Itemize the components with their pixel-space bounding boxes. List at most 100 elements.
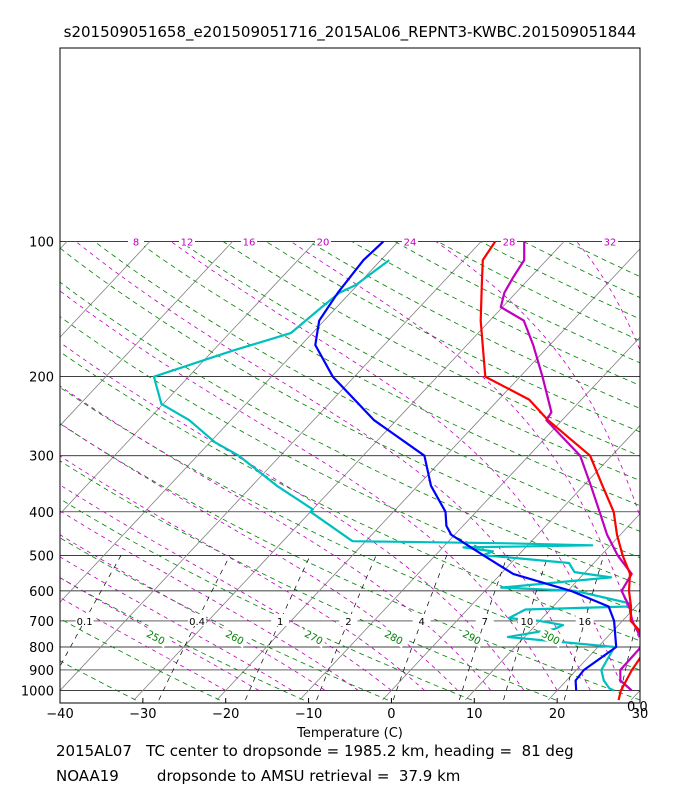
mixing-ratio-label-bg <box>475 613 494 626</box>
mixing-ratio-label: 0.4 <box>189 617 205 628</box>
mixing-ratio-label-bg <box>339 613 358 626</box>
moist-adiabat-line <box>60 597 226 691</box>
pressure-tick-label: 900 <box>29 664 54 679</box>
dry-adiabat-line <box>60 618 220 701</box>
x-tick-label: 0 <box>387 707 395 722</box>
moist-adiabat-line <box>60 510 359 691</box>
moist-adiabat-line <box>60 385 492 691</box>
dry-adiabat-line <box>60 537 388 701</box>
dewpoint-line-2 <box>152 259 632 692</box>
moist-adiabat-label: 16 <box>243 238 256 249</box>
isotherm-line <box>60 241 399 603</box>
isotherm-line <box>382 424 640 701</box>
moist-adiabat-line <box>60 556 293 691</box>
mixing-ratio-label: 16 <box>578 617 591 628</box>
dry-adiabat-line <box>60 498 472 701</box>
moist-adiabat-label-bg <box>315 234 331 247</box>
dry-adiabat-line <box>265 241 640 433</box>
mixing-ratio-line <box>158 555 231 701</box>
pressure-tick-label: 700 <box>29 615 54 630</box>
mixing-ratio-line <box>659 555 690 700</box>
mixing-ratio-line <box>618 606 640 701</box>
moist-adiabat-label: 28 <box>503 238 516 249</box>
dry-adiabat-label-bg <box>458 625 486 648</box>
footer-line-1: 2015AL07 TC center to dropsonde = 1985.2… <box>56 742 574 760</box>
moist-adiabat-line <box>60 455 425 691</box>
moist-adiabat-label: 24 <box>404 238 417 249</box>
x-tick-label: −20 <box>212 707 239 722</box>
dry-adiabat-line <box>60 316 640 613</box>
moist-adiabat-line <box>60 341 525 691</box>
chart-title: s201509051658_e201509051716_2015AL06_REP… <box>64 23 637 42</box>
isotherm-line <box>299 336 640 701</box>
dry-adiabat-label-bg <box>142 625 170 648</box>
mixing-ratio-label: 7 <box>482 617 488 628</box>
isotherm-line <box>60 241 316 515</box>
dry-adiabat-line <box>60 247 640 559</box>
x-tick-label: −10 <box>295 707 322 722</box>
mixing-ratio-line <box>316 555 377 701</box>
dry-adiabat-line <box>60 281 640 586</box>
temperature-line-2 <box>499 241 640 692</box>
pressure-tick-label: 1000 <box>21 685 54 700</box>
mixing-ratio-label: 10 <box>521 617 534 628</box>
pressure-tick-label: 500 <box>29 549 54 564</box>
corner-label: 0.0 <box>627 700 648 715</box>
mixing-ratio-label: 4 <box>418 617 424 628</box>
dry-adiabat-line <box>437 241 640 342</box>
dry-adiabat-line <box>60 351 640 642</box>
dry-adiabat-label-bg <box>380 625 408 648</box>
moist-adiabat-label: 32 <box>604 238 617 249</box>
pressure-tick-label: 400 <box>29 506 54 521</box>
moist-adiabat-line <box>290 241 640 643</box>
x-axis: −40 −30 −20 −10 0 10 20 30 <box>46 698 648 722</box>
dry-adiabat-label-bg <box>537 625 565 648</box>
sounding-series <box>152 240 640 701</box>
mixing-ratio-label-bg <box>188 613 207 626</box>
moist-adiabat-line <box>435 241 640 518</box>
isotherm-line <box>60 241 482 692</box>
mixing-ratio-line <box>503 555 549 701</box>
temperature-line <box>479 240 640 701</box>
pressure-tick-label: 300 <box>29 450 54 465</box>
x-tick-label: 10 <box>466 707 483 722</box>
dry-adiabat-line <box>0 242 52 701</box>
mixing-ratio-line <box>563 555 605 701</box>
mixing-ratio-label: 0.1 <box>77 617 93 628</box>
pressure-tick-label: 800 <box>29 641 54 656</box>
x-tick-label: −40 <box>46 707 73 722</box>
isotherm-line <box>630 689 640 701</box>
mixing-ratio-label-bg <box>575 613 594 626</box>
isotherm-line <box>60 241 233 427</box>
moist-adiabat-label: 8 <box>133 238 139 249</box>
footer-line-2: NOAA19 dropsonde to AMSU retrieval = 37.… <box>56 767 461 785</box>
x-tick-label: 30 <box>632 707 649 722</box>
pressure-tick-label: 100 <box>29 236 54 251</box>
mixing-ratio-label-bg <box>271 613 290 626</box>
moist-adiabat-label-bg <box>501 234 517 247</box>
dry-adiabat-line <box>60 423 640 701</box>
mixing-ratio-label-bg <box>75 613 94 626</box>
isotherm-line <box>465 513 640 701</box>
x-tick-label: 20 <box>549 707 566 722</box>
pressure-tick-label: 200 <box>29 371 54 386</box>
moist-adiabat-label-bg <box>128 234 144 247</box>
isotherm-line <box>547 601 640 701</box>
mixing-ratio-label-bg <box>517 613 536 626</box>
moist-adiabat-line <box>60 290 558 691</box>
mixing-ratio-label: 1 <box>277 617 283 628</box>
mixing-ratio-label-bg <box>412 613 431 626</box>
moist-adiabat-label: 20 <box>317 238 330 249</box>
dry-adiabat-label-bg <box>221 625 249 648</box>
isotherm-line <box>60 241 151 338</box>
moist-adiabat-label: 12 <box>181 238 194 249</box>
mixing-ratio-line <box>392 555 448 701</box>
dry-adiabat-label-bg <box>300 625 328 648</box>
moist-adiabat-line <box>60 534 326 691</box>
dry-adiabat-line <box>60 386 640 671</box>
moist-adiabat-label-bg <box>241 234 257 247</box>
moist-adiabat-line <box>75 241 591 691</box>
dry-adiabat-line <box>480 241 640 320</box>
dry-adiabat-line <box>60 460 556 701</box>
isotherm-line <box>60 241 68 250</box>
